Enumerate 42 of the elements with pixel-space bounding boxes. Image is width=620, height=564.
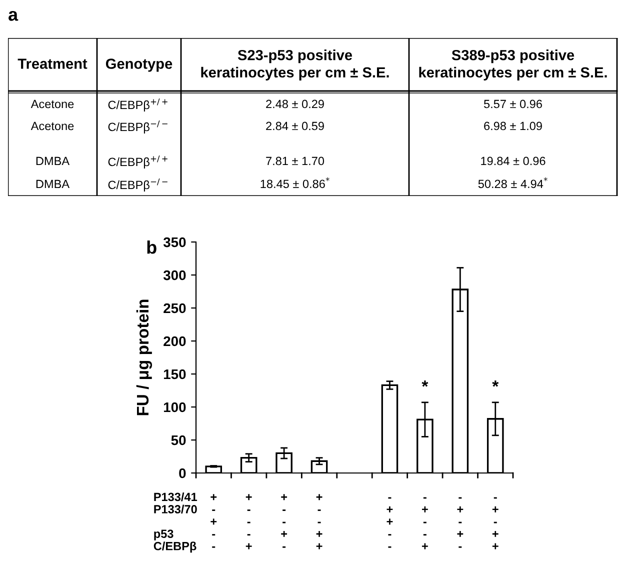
text: Acetone: [30, 122, 74, 130]
text: DMBA: [36, 156, 70, 166]
x-tick-label: - + - + -: [457, 497, 464, 548]
text: 19.84 ± 0.96: [481, 156, 546, 166]
text: 2.48 ± 0.29: [266, 100, 324, 108]
text: DMBA: [36, 180, 70, 188]
text: C/EBPβ$^{−/−}$: [108, 178, 168, 192]
x-tick-label: + - + - -: [210, 494, 217, 548]
text: S23-p53 positive keratinocytes per cm ± S.E.: [201, 50, 389, 80]
text: a: [8, 10, 18, 21]
text: 18.45 ± 0.86$^{*}$: [260, 177, 330, 188]
text: 5.57 ± 0.96: [484, 100, 542, 108]
chart-title: b: [147, 240, 156, 254]
text: C/EBPβ$^{−/−}$: [108, 120, 168, 134]
x-tick-label: - + - + +: [492, 497, 498, 550]
annotation: *: [492, 380, 499, 387]
x-tick-label: + - - + -: [281, 494, 288, 548]
y-tick-label: 150: [164, 369, 186, 380]
text: Treatment: [18, 58, 88, 69]
x-tick-label: - + + - -: [386, 497, 393, 548]
y-tick-label: 300: [163, 270, 186, 280]
text: 6.98 ± 1.09: [484, 122, 542, 130]
y-tick-label: 50: [171, 435, 186, 446]
text: 2.84 ± 0.59: [266, 122, 324, 130]
y-tick-label: 350: [163, 237, 186, 248]
text: C/EBPβ$^{+/+}$: [108, 98, 168, 112]
annotation: *: [422, 380, 428, 387]
y-tick-label: 100: [164, 402, 186, 412]
x-tick-label: + - - + +: [316, 494, 322, 550]
text: 7.81 ± 1.70: [266, 156, 324, 166]
x-tick-label: + - - - +: [246, 494, 252, 550]
text: P133/41 P133/70 p53 C/EBPβ: [154, 492, 198, 553]
text: Genotype: [106, 58, 172, 72]
text: Acetone: [30, 100, 74, 108]
y-tick-label: 250: [164, 303, 186, 314]
text: S389-p53 positive keratinocytes per cm ± S.E.: [419, 50, 607, 80]
text: 50.28 ± 4.94$^{*}$: [478, 177, 548, 188]
x-tick-label: - + - - +: [422, 497, 428, 550]
text: C/EBPβ$^{+/+}$: [108, 155, 168, 168]
y-tick-label: 0: [179, 468, 186, 478]
y-axis-title: FU / μg protein: [136, 300, 152, 416]
y-tick-label: 200: [164, 336, 186, 346]
